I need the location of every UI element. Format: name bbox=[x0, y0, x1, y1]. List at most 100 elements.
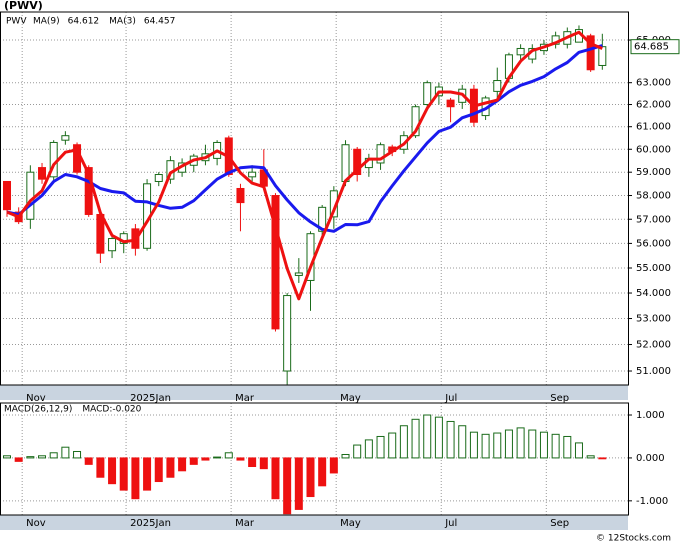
macd-bar bbox=[598, 457, 607, 460]
legend-ticker: PWV bbox=[6, 17, 27, 27]
macd-bar bbox=[364, 439, 373, 459]
y-tick-label: 51.000 bbox=[636, 366, 671, 377]
macd-bar bbox=[259, 457, 268, 470]
plot-frame bbox=[0, 11, 629, 386]
y-tick-label: 59.000 bbox=[636, 167, 671, 178]
y-tick-label: 62.000 bbox=[636, 100, 671, 111]
y-tick-label: 63.000 bbox=[636, 78, 671, 89]
y-tick-label: 57.000 bbox=[636, 214, 671, 225]
x-tick-label: Jul bbox=[444, 393, 457, 404]
candle-body bbox=[3, 180, 12, 211]
macd-bar bbox=[493, 432, 502, 459]
y-tick-label: 0.000 bbox=[636, 453, 665, 464]
ma-line bbox=[6, 44, 603, 233]
macd-bar bbox=[119, 457, 128, 491]
macd-bar bbox=[96, 457, 105, 478]
macd-bar bbox=[3, 455, 12, 459]
macd-bar bbox=[539, 431, 548, 459]
candle-body bbox=[598, 46, 607, 66]
macd-bar bbox=[446, 420, 455, 459]
x-tick-label: May bbox=[340, 518, 361, 529]
macd-bar bbox=[166, 457, 175, 478]
macd-bar bbox=[388, 432, 397, 459]
candle-body bbox=[294, 272, 303, 276]
macd-bar bbox=[469, 431, 478, 459]
candle-body bbox=[423, 82, 432, 106]
x-tick-label: Nov bbox=[26, 393, 46, 404]
candle-body bbox=[516, 47, 525, 56]
macd-value: MACD:-0.020 bbox=[82, 405, 141, 415]
y-tick-label: 52.000 bbox=[636, 340, 671, 351]
macd-bar bbox=[248, 457, 257, 468]
x-tick-label: May bbox=[340, 393, 361, 404]
macd-bar bbox=[213, 456, 222, 459]
footer: © 12Stocks.com bbox=[596, 534, 671, 544]
macd-bar bbox=[26, 456, 35, 459]
macd-bar bbox=[411, 418, 420, 459]
candle-body bbox=[236, 187, 245, 204]
candle-body bbox=[271, 195, 280, 330]
macd-title: MACD(26,12,9) bbox=[4, 405, 72, 415]
x-tick-label: Sep bbox=[550, 393, 569, 404]
last-price-label: 64.685 bbox=[634, 42, 669, 53]
macd-bar bbox=[481, 433, 490, 459]
macd-bar bbox=[224, 452, 233, 459]
macd-bar bbox=[108, 457, 117, 485]
y-tick-label: 53.000 bbox=[636, 314, 671, 325]
legend-name: MA(9) bbox=[33, 17, 60, 27]
candle-body bbox=[586, 35, 595, 71]
candle-body bbox=[38, 167, 47, 180]
x-tick-label: Jul bbox=[444, 518, 457, 529]
macd-bar bbox=[178, 457, 187, 472]
y-tick-label: 54.000 bbox=[636, 288, 671, 299]
x-tick-label: Mar bbox=[235, 393, 255, 404]
macd-bar bbox=[434, 416, 443, 459]
macd-bar bbox=[73, 450, 82, 459]
y-tick-label: 58.000 bbox=[636, 191, 671, 202]
x-tick-label: Sep bbox=[550, 518, 569, 529]
x-tick-label: 2025Jan bbox=[130, 518, 171, 529]
y-tick-label: 60.000 bbox=[636, 144, 671, 155]
legend-name: MA(3) bbox=[109, 17, 136, 27]
candle-body bbox=[318, 206, 327, 232]
macd-bar bbox=[586, 455, 595, 459]
candle-body bbox=[26, 171, 35, 220]
candle-body bbox=[154, 174, 163, 182]
ma-line bbox=[6, 30, 603, 301]
candle-body bbox=[61, 135, 70, 141]
x-tick-label: 2025Jan bbox=[130, 393, 171, 404]
candle-body bbox=[341, 144, 350, 182]
macd-bar bbox=[49, 452, 58, 459]
macd-bar bbox=[189, 457, 198, 465]
macd-bar bbox=[131, 457, 140, 500]
macd-bar bbox=[318, 457, 327, 487]
macd-bar bbox=[574, 442, 583, 459]
y-tick-label: 61.000 bbox=[636, 122, 671, 133]
chart-title: (PWV) bbox=[4, 0, 43, 12]
macd-bar bbox=[38, 455, 47, 459]
x-axis-band bbox=[0, 515, 628, 530]
macd-bar bbox=[341, 453, 350, 459]
macd-bar bbox=[14, 457, 23, 462]
y-tick-label: 55.000 bbox=[636, 263, 671, 274]
candle-body bbox=[283, 295, 292, 372]
macd-bar bbox=[528, 429, 537, 459]
macd-bar bbox=[504, 429, 513, 459]
candle-body bbox=[446, 99, 455, 108]
candle-body bbox=[493, 80, 502, 92]
macd-bar bbox=[61, 446, 70, 459]
last-price-box bbox=[630, 39, 680, 55]
macd-bar bbox=[271, 457, 280, 500]
x-tick-label: Mar bbox=[235, 518, 255, 529]
candle-body bbox=[248, 171, 257, 178]
macd-bar bbox=[283, 457, 292, 515]
candle-body bbox=[353, 148, 362, 176]
y-tick-label: -1.000 bbox=[636, 496, 668, 507]
macd-bar bbox=[353, 444, 362, 459]
y-tick-label: 56.000 bbox=[636, 238, 671, 249]
candle-body bbox=[108, 238, 117, 252]
candle-body bbox=[376, 144, 385, 164]
macd-bar bbox=[201, 457, 210, 461]
macd-bar bbox=[329, 457, 338, 474]
